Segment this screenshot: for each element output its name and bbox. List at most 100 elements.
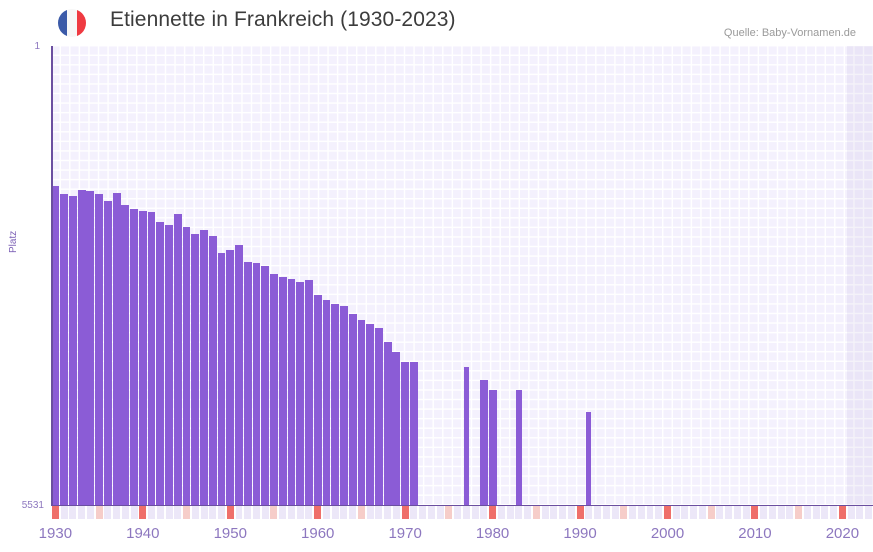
- bar: [86, 191, 95, 506]
- bar: [409, 362, 418, 506]
- bar: [217, 253, 226, 506]
- x-axis-tick-label: 1970: [388, 525, 422, 542]
- x-tick-minor: [646, 506, 654, 520]
- x-tick-minor: [384, 506, 392, 520]
- x-tick-minor: [253, 506, 260, 520]
- bar: [182, 227, 191, 506]
- x-tick-minor: [261, 506, 269, 520]
- bar: [287, 278, 296, 506]
- x-tick-minor: [209, 506, 217, 520]
- bar: [313, 295, 322, 506]
- bar: [51, 186, 60, 506]
- x-tick-minor: [462, 506, 470, 520]
- x-tick-minor: [681, 506, 689, 520]
- x-tick-minor: [287, 506, 295, 520]
- x-tick-minor: [366, 506, 374, 520]
- x-tick-minor: [786, 506, 794, 520]
- x-tick-minor: [191, 506, 199, 520]
- x-tick-minor: [322, 506, 330, 520]
- x-tick-minor: [183, 506, 191, 520]
- bar: [103, 201, 112, 506]
- x-tick-major: [226, 506, 234, 520]
- x-tick-minor: [95, 506, 103, 520]
- x-tick-minor: [86, 506, 94, 520]
- x-tick-minor: [78, 506, 86, 520]
- x-tick-major: [314, 506, 322, 520]
- x-tick-minor: [480, 506, 488, 520]
- y-axis-title: Platz: [8, 230, 19, 253]
- x-axis-tick-band: [51, 506, 873, 520]
- x-axis-tick-label: 1930: [38, 525, 73, 542]
- bar: [366, 324, 375, 506]
- bar: [77, 190, 86, 506]
- bar: [200, 229, 208, 506]
- x-axis-tick-label: 1990: [563, 525, 597, 542]
- page-title: Etiennette in Frankreich (1930-2023): [110, 8, 456, 31]
- x-tick-minor: [725, 506, 733, 520]
- x-tick-major: [576, 506, 584, 520]
- x-tick-minor: [130, 506, 138, 520]
- x-tick-minor: [690, 506, 698, 520]
- x-tick-minor: [812, 506, 820, 520]
- x-axis-tick-label: 1950: [213, 525, 247, 542]
- x-tick-minor: [305, 506, 313, 520]
- bar: [357, 320, 366, 506]
- x-tick-minor: [200, 506, 208, 520]
- bar: [226, 249, 235, 506]
- x-tick-minor: [550, 506, 558, 520]
- x-tick-minor: [777, 506, 785, 520]
- x-tick-minor: [742, 506, 750, 520]
- x-tick-minor: [594, 506, 602, 520]
- x-tick-minor: [121, 506, 129, 520]
- bar: [586, 411, 592, 506]
- bar: [138, 211, 147, 506]
- x-tick-minor: [60, 506, 68, 520]
- bar: [270, 274, 278, 506]
- bar: [305, 279, 313, 506]
- x-tick-major: [51, 506, 59, 520]
- bar: [60, 194, 69, 506]
- x-tick-minor: [506, 506, 514, 520]
- bar: [208, 236, 217, 506]
- x-tick-minor: [235, 506, 243, 520]
- x-tick-minor: [698, 506, 706, 520]
- bar: [374, 327, 383, 506]
- x-axis-tick-label: 1960: [301, 525, 335, 542]
- x-tick-minor: [515, 506, 523, 520]
- x-tick-major: [489, 506, 497, 520]
- bar: [296, 282, 305, 506]
- x-tick-major: [838, 506, 846, 520]
- bar: [191, 233, 200, 506]
- x-axis-tick-label: 2000: [650, 525, 685, 542]
- x-tick-minor: [104, 506, 112, 520]
- x-tick-minor: [865, 506, 873, 520]
- chart-header: Etiennette in Frankreich (1930-2023) Que…: [0, 0, 873, 44]
- x-tick-minor: [532, 506, 540, 520]
- x-tick-minor: [760, 506, 768, 520]
- x-tick-minor: [629, 506, 636, 520]
- bar: [331, 304, 340, 506]
- x-tick-minor: [270, 506, 278, 520]
- x-tick-minor: [672, 506, 680, 520]
- bar: [112, 192, 121, 506]
- x-tick-minor: [375, 506, 383, 520]
- x-tick-minor: [821, 506, 829, 520]
- x-tick-minor: [427, 506, 435, 520]
- x-tick-minor: [611, 506, 619, 520]
- bar: [348, 313, 357, 506]
- x-tick-major: [751, 506, 759, 520]
- x-tick-minor: [830, 506, 838, 520]
- x-tick-minor: [541, 506, 549, 520]
- x-tick-minor: [620, 506, 628, 520]
- x-axis-tick-label: 1940: [126, 525, 160, 542]
- x-tick-major: [401, 506, 409, 520]
- x-tick-minor: [445, 506, 453, 520]
- bar: [488, 390, 497, 506]
- bar: [235, 244, 243, 506]
- x-tick-minor: [148, 506, 156, 520]
- x-tick-minor: [497, 506, 505, 520]
- x-tick-minor: [349, 506, 357, 520]
- bar: [68, 196, 77, 506]
- x-tick-minor: [331, 506, 339, 520]
- x-tick-minor: [471, 506, 479, 520]
